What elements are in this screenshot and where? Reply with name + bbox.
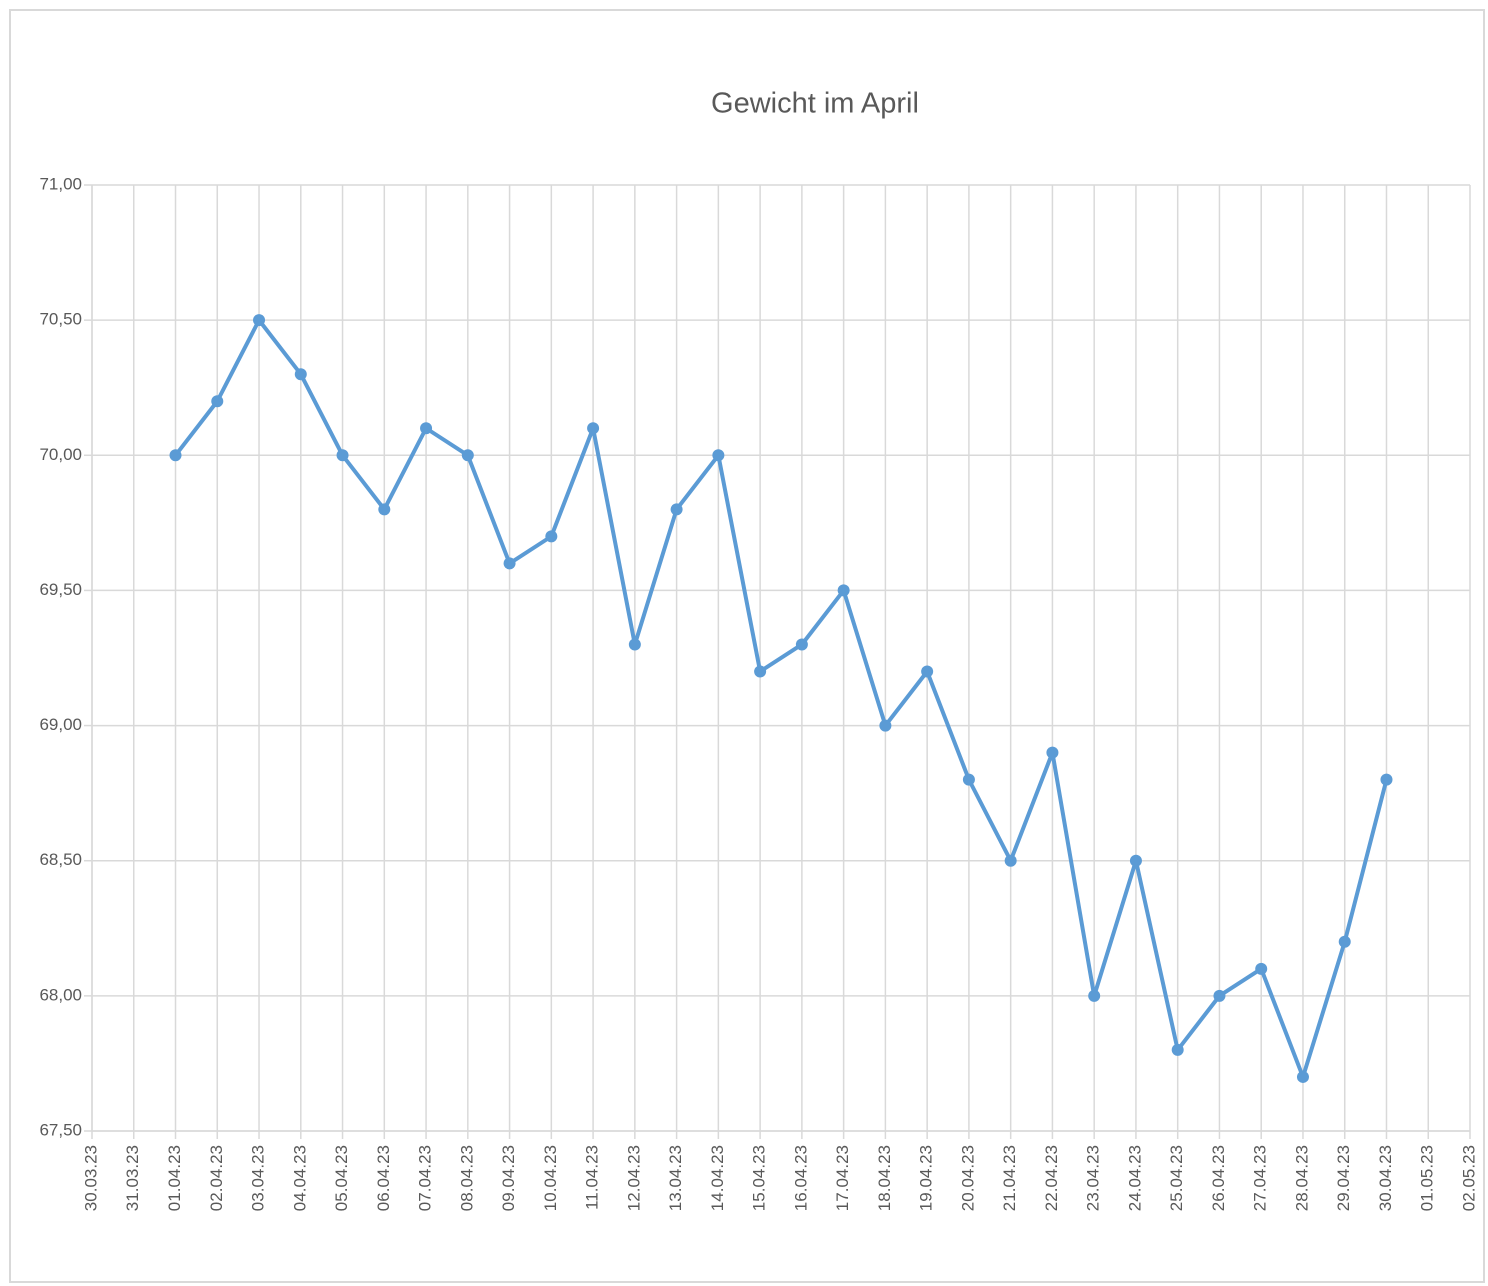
chart-title: Gewicht im April bbox=[711, 88, 919, 120]
marker bbox=[1004, 854, 1017, 867]
marker bbox=[545, 530, 558, 543]
x-tick-label: 22.04.23 bbox=[1042, 1145, 1061, 1211]
marker bbox=[628, 638, 641, 651]
chart-frame bbox=[9, 9, 1485, 1283]
x-tick-label: 12.04.23 bbox=[624, 1145, 643, 1211]
marker bbox=[1255, 962, 1268, 975]
x-tick-label: 13.04.23 bbox=[666, 1145, 685, 1211]
x-tick-label: 09.04.23 bbox=[499, 1145, 518, 1211]
marker bbox=[1046, 746, 1059, 759]
marker bbox=[670, 503, 683, 516]
marker bbox=[1296, 1070, 1309, 1083]
x-tick-label: 11.04.23 bbox=[583, 1145, 602, 1210]
x-tick-label: 07.04.23 bbox=[416, 1145, 435, 1211]
marker bbox=[754, 665, 767, 678]
y-tick-label: 68,50 bbox=[39, 850, 82, 869]
y-tick-label: 70,00 bbox=[39, 445, 82, 464]
marker bbox=[336, 449, 349, 462]
x-tick-label: 28.04.23 bbox=[1292, 1145, 1311, 1211]
x-tick-label: 03.04.23 bbox=[249, 1145, 268, 1211]
x-tick-label: 18.04.23 bbox=[875, 1145, 894, 1211]
y-tick-label: 69,50 bbox=[39, 580, 82, 599]
x-tick-label: 19.04.23 bbox=[917, 1145, 936, 1211]
x-tick-label: 30.03.23 bbox=[81, 1145, 100, 1211]
marker bbox=[1088, 989, 1101, 1002]
x-tick-label: 27.04.23 bbox=[1251, 1145, 1270, 1211]
x-tick-label: 20.04.23 bbox=[958, 1145, 977, 1211]
marker bbox=[211, 395, 224, 408]
marker bbox=[169, 449, 182, 462]
x-tick-label: 31.03.23 bbox=[123, 1145, 142, 1211]
marker bbox=[795, 638, 808, 651]
x-tick-label: 05.04.23 bbox=[332, 1145, 351, 1211]
x-tick-label: 10.04.23 bbox=[541, 1145, 560, 1211]
marker bbox=[253, 314, 266, 327]
x-tick-label: 24.04.23 bbox=[1125, 1145, 1144, 1211]
y-tick-label: 69,00 bbox=[39, 715, 82, 734]
x-tick-label: 02.04.23 bbox=[207, 1145, 226, 1211]
x-tick-label: 30.04.23 bbox=[1376, 1145, 1395, 1211]
marker bbox=[461, 449, 474, 462]
marker bbox=[879, 719, 892, 732]
marker bbox=[1129, 854, 1142, 867]
line bbox=[173, 318, 1389, 1079]
marker bbox=[921, 665, 934, 678]
marker bbox=[294, 368, 307, 381]
marker bbox=[837, 584, 850, 597]
x-tick-label: 14.04.23 bbox=[708, 1145, 727, 1211]
marker bbox=[712, 449, 725, 462]
y-tick-label: 68,00 bbox=[39, 985, 82, 1004]
x-tick-label: 04.04.23 bbox=[290, 1145, 309, 1211]
x-tick-label: 26.04.23 bbox=[1209, 1145, 1228, 1211]
marker bbox=[420, 422, 433, 435]
x-tick-label: 01.04.23 bbox=[165, 1145, 184, 1211]
y-tick-label: 71,00 bbox=[39, 174, 82, 193]
x-tick-label: 16.04.23 bbox=[791, 1145, 810, 1211]
x-tick-label: 02.05.23 bbox=[1459, 1145, 1478, 1211]
marker bbox=[1380, 773, 1393, 786]
x-tick-label: 15.04.23 bbox=[750, 1145, 769, 1211]
marker bbox=[1171, 1043, 1184, 1056]
marker bbox=[1213, 989, 1226, 1002]
marker bbox=[378, 503, 391, 516]
x-tick-label: 25.04.23 bbox=[1167, 1145, 1186, 1211]
x-tick-label: 21.04.23 bbox=[1000, 1145, 1019, 1211]
y-tick-label: 67,50 bbox=[39, 1120, 82, 1139]
x-tick-label: 17.04.23 bbox=[833, 1145, 852, 1211]
marker bbox=[962, 773, 975, 786]
x-tick-label: 06.04.23 bbox=[374, 1145, 393, 1211]
x-tick-label: 01.05.23 bbox=[1418, 1145, 1437, 1211]
x-tick-label: 08.04.23 bbox=[457, 1145, 476, 1211]
marker bbox=[587, 422, 600, 435]
x-tick-label: 29.04.23 bbox=[1334, 1145, 1353, 1211]
y-tick-label: 70,50 bbox=[39, 310, 82, 329]
marker bbox=[1338, 935, 1351, 948]
marker bbox=[503, 557, 516, 570]
x-tick-label: 23.04.23 bbox=[1084, 1145, 1103, 1211]
